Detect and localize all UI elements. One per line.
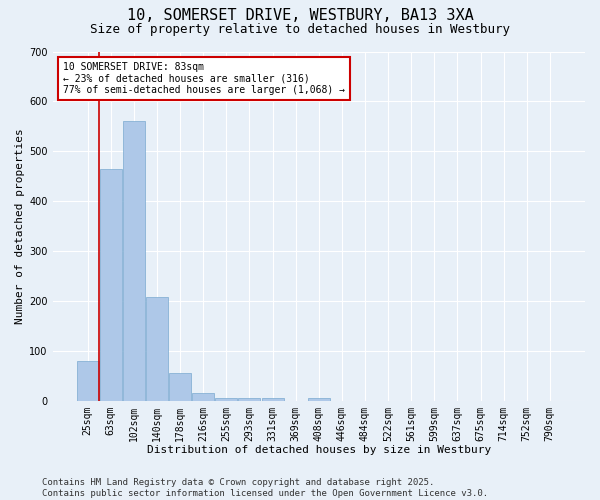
Bar (169, 374, 191, 400)
Text: 10 SOMERSET DRIVE: 83sqm
← 23% of detached houses are smaller (316)
77% of semi-: 10 SOMERSET DRIVE: 83sqm ← 23% of detach… (63, 62, 345, 95)
Bar (77, 361, 98, 401)
Text: Contains HM Land Registry data © Crown copyright and database right 2025.
Contai: Contains HM Land Registry data © Crown c… (42, 478, 488, 498)
Text: Size of property relative to detached houses in Westbury: Size of property relative to detached ho… (90, 22, 510, 36)
X-axis label: Distribution of detached houses by size in Westbury: Distribution of detached houses by size … (146, 445, 491, 455)
Bar (262, 398, 284, 400)
Bar (192, 393, 214, 400)
Text: 10, SOMERSET DRIVE, WESTBURY, BA13 3XA: 10, SOMERSET DRIVE, WESTBURY, BA13 3XA (127, 8, 473, 22)
Y-axis label: Number of detached properties: Number of detached properties (15, 128, 25, 324)
Bar (100, 168, 122, 400)
Bar (215, 398, 238, 400)
Bar (146, 298, 168, 401)
Bar (123, 122, 145, 400)
Bar (308, 398, 330, 400)
Bar (238, 398, 260, 400)
